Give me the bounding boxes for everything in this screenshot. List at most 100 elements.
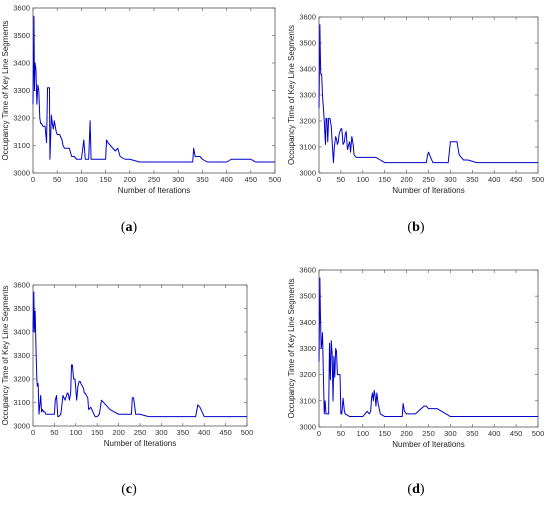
y-tick-label: 3100: [13, 141, 30, 150]
y-tick-label: 3500: [13, 31, 30, 40]
caption-c: (c): [121, 482, 137, 497]
series-line-a: [32, 15, 275, 163]
y-tick-label: 3600: [13, 281, 30, 290]
y-tick-label: 3200: [299, 117, 316, 126]
x-axis-label: Number of Iterations: [118, 186, 190, 195]
y-tick-label: 3200: [13, 375, 30, 384]
x-tick-label: 450: [510, 429, 523, 438]
x-tick-label: 250: [422, 429, 435, 438]
x-tick-label: 400: [220, 175, 233, 184]
y-tick-label: 3600: [299, 266, 316, 275]
y-tick-label: 3000: [299, 423, 316, 432]
x-tick-label: 100: [75, 175, 88, 184]
y-tick-label: 3300: [299, 344, 316, 353]
x-tick-label: 150: [99, 175, 112, 184]
x-tick-label: 500: [241, 428, 254, 437]
y-tick-label: 3400: [13, 59, 30, 68]
y-tick-label: 3500: [13, 304, 30, 313]
x-tick-label: 300: [444, 175, 457, 184]
x-tick-label: 50: [337, 429, 345, 438]
y-tick-label: 3100: [13, 398, 30, 407]
x-tick-label: 100: [357, 429, 370, 438]
x-tick-label: 150: [378, 429, 391, 438]
chart-panel-a: 0 50 100 150 200 250 300 350 400 450 500 3000 3100 32…: [0, 0, 281, 240]
x-tick-label: 300: [172, 175, 185, 184]
x-tick-label: 400: [198, 428, 211, 437]
x-tick-label: 250: [422, 175, 435, 184]
x-tick-label: 200: [124, 175, 137, 184]
y-tick-label: 3000: [13, 422, 30, 431]
y-tick-label: 3100: [299, 396, 316, 405]
y-tick-label: 3500: [299, 292, 316, 301]
y-axis-label: Occupancy Time of Key Line Segments: [1, 285, 10, 425]
y-tick-label: 3200: [299, 370, 316, 379]
plot-frame-a: [32, 7, 276, 174]
plot-frame-c: [32, 284, 248, 427]
x-tick-label: 0: [317, 429, 321, 438]
x-tick-label: 150: [91, 428, 104, 437]
y-tick-label: 3000: [299, 169, 316, 178]
series-line-c: [32, 291, 247, 418]
y-tick-label: 3500: [299, 39, 316, 48]
x-tick-label: 450: [219, 428, 232, 437]
plot-frame-b: [318, 16, 539, 174]
y-tick-label: 3100: [299, 143, 316, 152]
x-tick-label: 350: [466, 175, 479, 184]
y-tick-label: 3300: [13, 351, 30, 360]
y-tick-label: 3400: [13, 328, 30, 337]
x-tick-label: 250: [148, 175, 161, 184]
x-tick-label: 300: [444, 429, 457, 438]
plot-frame-d: [318, 269, 539, 428]
chart-d-plot: 0 50 100 150 200 250 300 350 400 450 500 3000 3100 32…: [287, 266, 545, 450]
chart-panel-b: 0 50 100 150 200 250 300 350 400 450 500 3000 3100 32…: [275, 0, 550, 240]
x-tick-label: 500: [532, 429, 545, 438]
y-tick-label: 3400: [299, 318, 316, 327]
y-tick-label: 3300: [13, 86, 30, 95]
y-tick-label: 3600: [299, 13, 316, 22]
y-tick-label: 3600: [13, 4, 30, 13]
chart-a-plot: 0 50 100 150 200 250 300 350 400 450 500 3000 3100 32…: [1, 4, 281, 196]
x-tick-label: 200: [400, 429, 413, 438]
x-tick-label: 400: [488, 175, 501, 184]
x-tick-label: 350: [466, 429, 479, 438]
x-tick-label: 400: [488, 429, 501, 438]
y-tick-label: 3000: [13, 169, 30, 178]
chart-panel-d: 0 50 100 150 200 250 300 350 400 450 500 3000 3100 32…: [275, 265, 550, 505]
y-tick-label: 3400: [299, 65, 316, 74]
x-tick-label: 0: [31, 428, 35, 437]
x-tick-label: 450: [510, 175, 523, 184]
caption-b: (b): [407, 220, 425, 235]
x-tick-label: 500: [269, 175, 282, 184]
y-axis-label: Occupancy Time of Key Line Segments: [287, 25, 296, 165]
caption-d: (d): [407, 482, 425, 497]
x-tick-label: 350: [177, 428, 190, 437]
x-tick-label: 50: [50, 428, 58, 437]
x-tick-label: 0: [31, 175, 35, 184]
y-axis-label: Occupancy Time of Key Line Segments: [1, 20, 10, 160]
x-tick-label: 50: [337, 175, 345, 184]
chart-b-plot: 0 50 100 150 200 250 300 350 400 450 500 3000 3100 32…: [287, 13, 545, 196]
x-tick-label: 250: [134, 428, 147, 437]
chart-c-plot: 0 50 100 150 200 250 300 350 400 450 500 3000 3100 32…: [1, 281, 254, 449]
x-tick-label: 100: [357, 175, 370, 184]
caption-a: (a): [120, 220, 138, 235]
x-tick-label: 300: [155, 428, 168, 437]
x-tick-label: 200: [112, 428, 125, 437]
x-axis-label: Number of Iterations: [104, 439, 176, 448]
x-tick-label: 350: [196, 175, 209, 184]
x-axis-label: Number of Iterations: [392, 186, 464, 195]
series-line-d: [318, 277, 538, 418]
x-tick-label: 150: [378, 175, 391, 184]
x-axis-label: Number of Iterations: [392, 440, 464, 449]
x-tick-label: 100: [70, 428, 83, 437]
x-tick-label: 200: [400, 175, 413, 184]
y-axis-label: Occupancy Time of Key Line Segments: [287, 278, 296, 418]
series-line-b: [318, 24, 538, 164]
x-tick-label: 450: [245, 175, 258, 184]
chart-panel-c: 0 50 100 150 200 250 300 350 400 450 500 3000 3100 32…: [0, 265, 275, 505]
x-tick-label: 500: [532, 175, 545, 184]
y-tick-label: 3200: [13, 114, 30, 123]
x-tick-label: 0: [317, 175, 321, 184]
y-tick-label: 3300: [299, 91, 316, 100]
x-tick-label: 50: [53, 175, 61, 184]
